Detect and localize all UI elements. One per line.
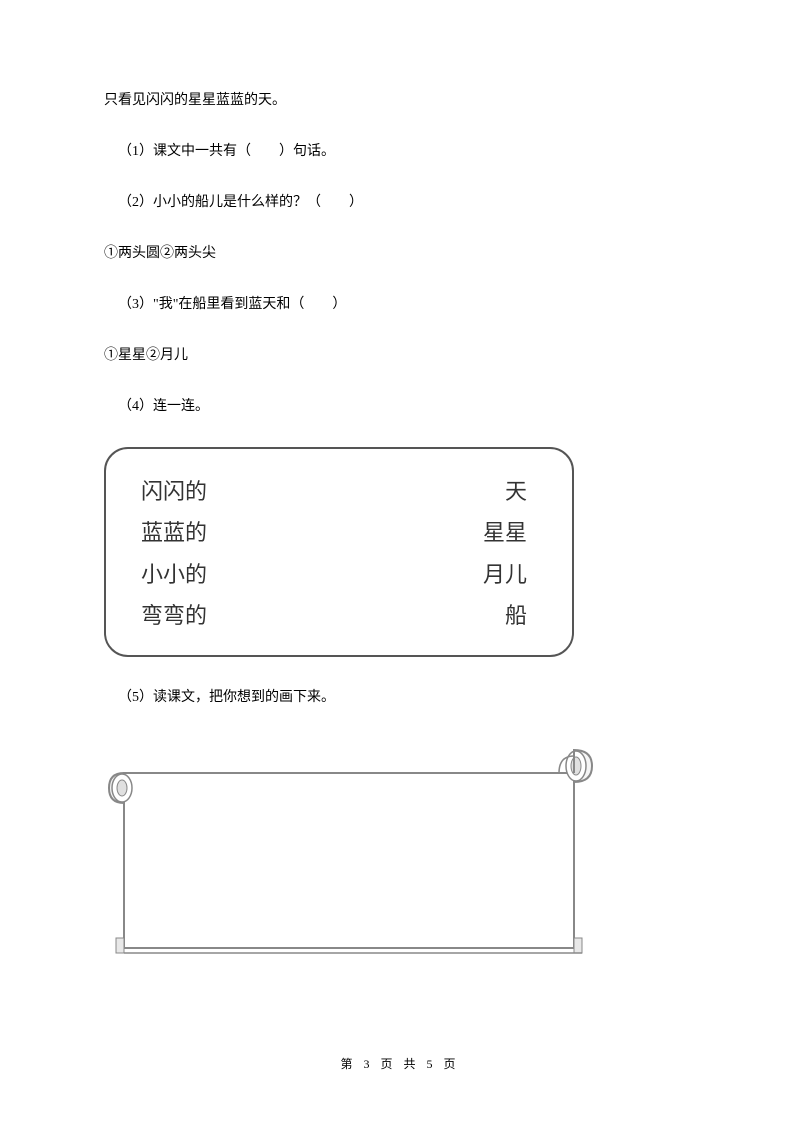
match-left-4: 弯弯的 <box>141 598 207 630</box>
match-left-1: 闪闪的 <box>141 474 207 506</box>
question-1: （1）课文中一共有（ ）句话。 <box>118 141 696 162</box>
page-content: 只看见闪闪的星星蓝蓝的天。 （1）课文中一共有（ ）句话。 （2）小小的船儿是什… <box>0 0 800 968</box>
match-row-3: 小小的 月儿 <box>141 557 527 589</box>
question-4: （4）连一连。 <box>118 396 696 417</box>
match-right-4: 船 <box>505 598 527 630</box>
question-3: （3）"我"在船里看到蓝天和（ ） <box>118 294 696 315</box>
options-3: ①星星②月儿 <box>104 345 696 366</box>
scroll-drawing-area <box>104 738 594 968</box>
match-left-2: 蓝蓝的 <box>141 515 207 547</box>
match-right-3: 月儿 <box>483 557 527 589</box>
scroll-icon <box>104 738 594 968</box>
match-box: 闪闪的 天 蓝蓝的 星星 小小的 月儿 弯弯的 船 <box>104 447 574 657</box>
text-line-1: 只看见闪闪的星星蓝蓝的天。 <box>104 90 696 111</box>
page-footer: 第 3 页 共 5 页 <box>0 1055 800 1072</box>
match-row-1: 闪闪的 天 <box>141 474 527 506</box>
options-2: ①两头圆②两头尖 <box>104 243 696 264</box>
match-right-1: 天 <box>505 474 527 506</box>
match-row-4: 弯弯的 船 <box>141 598 527 630</box>
match-row-2: 蓝蓝的 星星 <box>141 515 527 547</box>
match-left-3: 小小的 <box>141 557 207 589</box>
question-2: （2）小小的船儿是什么样的？（ ） <box>118 192 696 213</box>
match-right-2: 星星 <box>483 515 527 547</box>
question-5: （5）读课文，把你想到的画下来。 <box>118 687 696 708</box>
